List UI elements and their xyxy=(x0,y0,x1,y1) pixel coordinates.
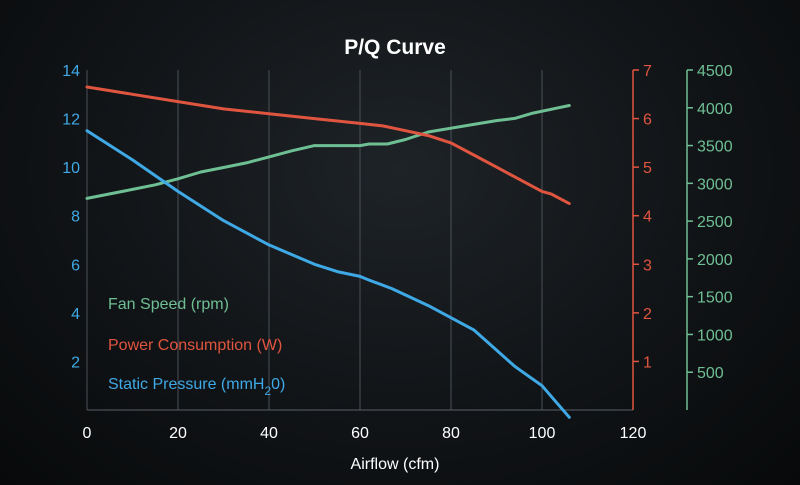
fan-speed-tick-label: 1000 xyxy=(697,327,733,344)
static-pressure-line xyxy=(85,129,571,419)
left-tick-label: 6 xyxy=(71,257,80,274)
fan-speed-tick-label: 2000 xyxy=(697,252,733,269)
left-tick-label: 14 xyxy=(62,63,80,80)
grid xyxy=(86,70,634,411)
fan-speed-tick-label: 500 xyxy=(697,365,724,382)
fan-speed-tick-label: 1500 xyxy=(697,290,733,307)
x-tick-label: 0 xyxy=(83,425,92,442)
left-tick-label: 2 xyxy=(71,354,80,371)
fan-speed-tick-label: 4500 xyxy=(697,63,733,80)
legend-static-pressure: Static Pressure (mmH20) xyxy=(108,376,285,398)
power-tick-label: 6 xyxy=(643,112,652,129)
x-tick-label: 60 xyxy=(351,425,369,442)
legend-power-consumption: Power Consumption (W) xyxy=(108,337,282,354)
x-tick-label: 100 xyxy=(529,425,556,442)
power-tick-label: 2 xyxy=(643,306,652,323)
power-tick-label: 7 xyxy=(643,63,652,80)
power-consumption-line xyxy=(85,85,571,206)
fan-speed-tick-label: 3000 xyxy=(697,176,733,193)
legend: Fan Speed (rpm) Power Consumption (W) St… xyxy=(108,296,285,398)
power-tick-label: 5 xyxy=(643,160,652,177)
x-tick-label: 120 xyxy=(620,425,647,442)
power-tick-label: 3 xyxy=(643,257,652,274)
fan-speed-tick-label: 3500 xyxy=(697,139,733,156)
legend-static-pressure-main: Static Pressure (mmH xyxy=(108,376,264,393)
fan-speed-line xyxy=(85,104,571,200)
left-tick-label: 8 xyxy=(71,209,80,226)
fan-speed-tick-label: 4000 xyxy=(697,101,733,118)
series-lines xyxy=(85,85,571,419)
axes: 0 20 40 60 80 100 1202468101214123456750010001… xyxy=(62,63,732,442)
x-tick-label: 80 xyxy=(442,425,460,442)
legend-fan-speed: Fan Speed (rpm) xyxy=(108,296,229,313)
chart-title: P/Q Curve xyxy=(344,36,446,59)
left-tick-label: 10 xyxy=(62,160,80,177)
x-tick-label: 20 xyxy=(169,425,187,442)
fan-speed-tick-label: 2500 xyxy=(697,214,733,231)
x-tick-label: 40 xyxy=(260,425,278,442)
power-tick-label: 1 xyxy=(643,354,652,371)
legend-static-pressure-subscript: 2 xyxy=(264,384,271,398)
power-tick-label: 4 xyxy=(643,209,652,226)
left-tick-label: 12 xyxy=(62,112,80,129)
x-axis-title: Airflow (cfm) xyxy=(351,456,440,473)
left-tick-label: 4 xyxy=(71,306,80,323)
legend-static-pressure-tail: 0) xyxy=(271,376,285,393)
